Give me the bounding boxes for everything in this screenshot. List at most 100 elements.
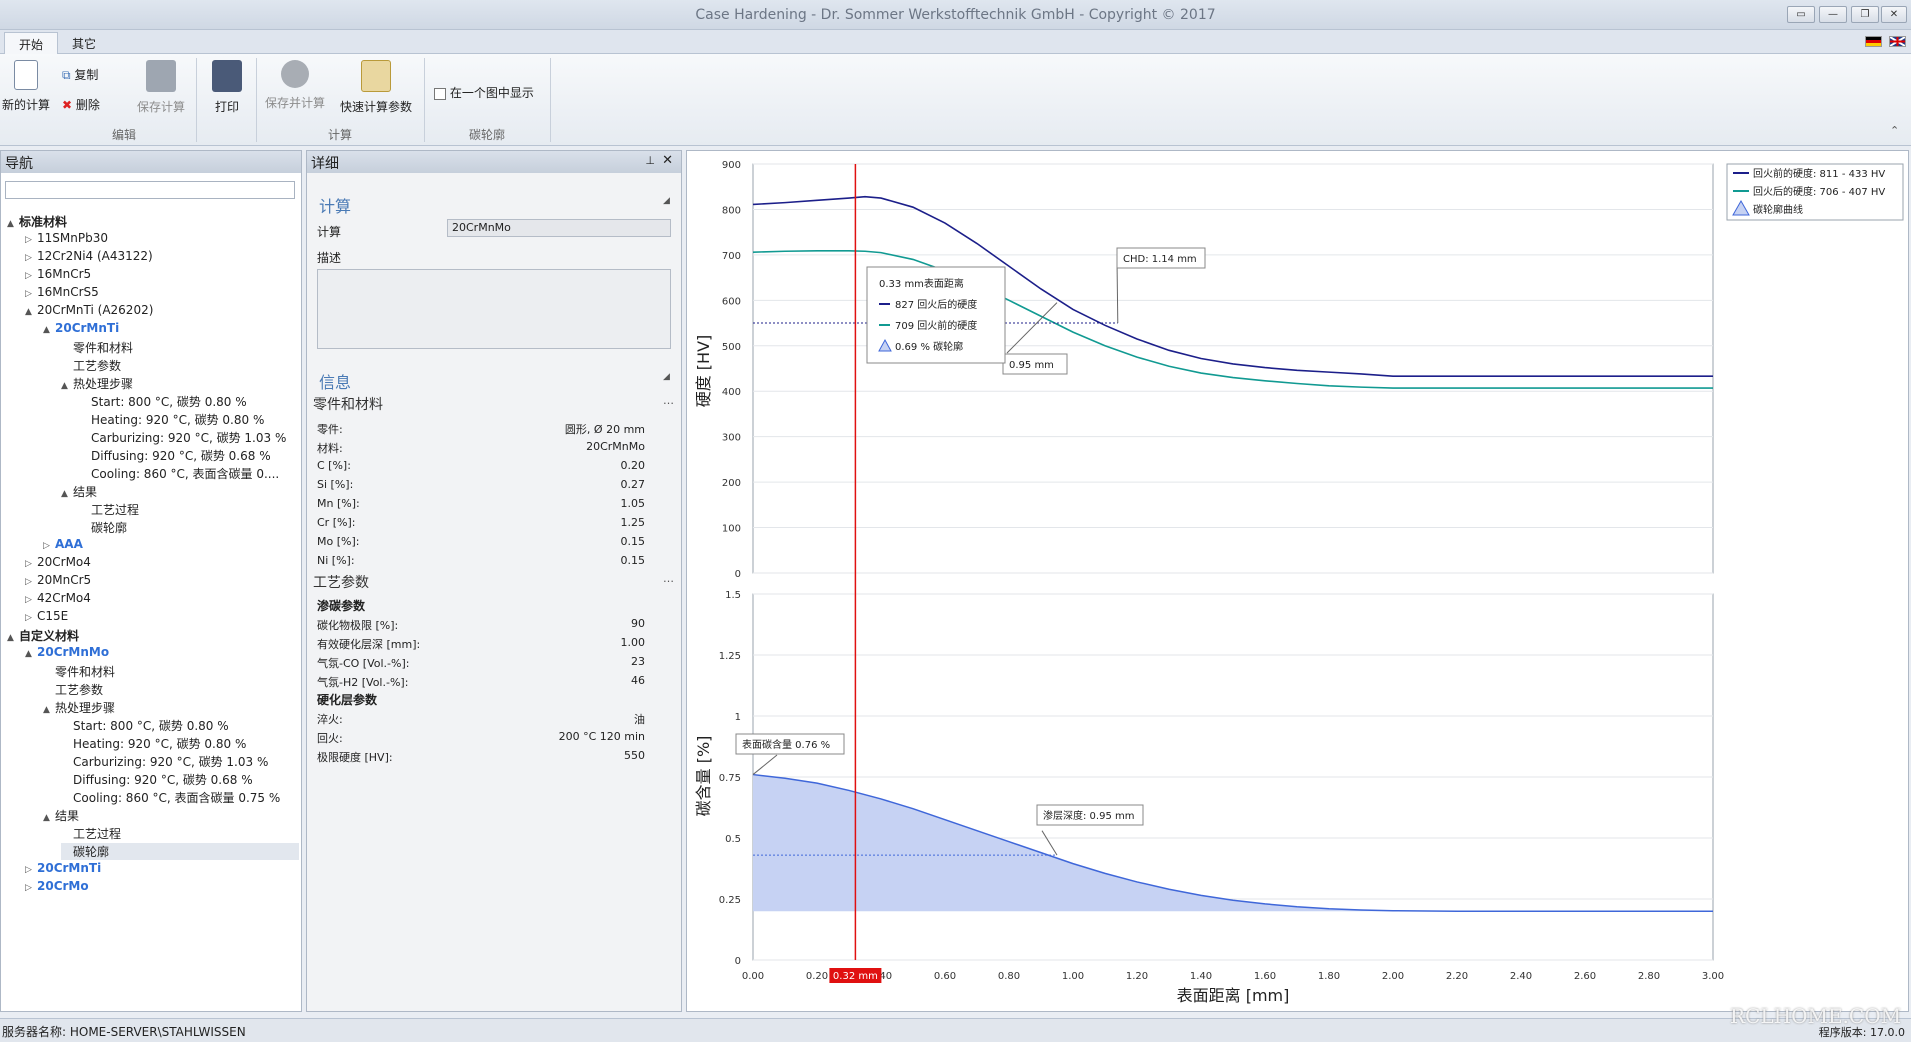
nav-tree-item[interactable]: Carburizing: 920 °C, 碳势 1.03 % [79, 429, 286, 446]
collapse-arrow-icon[interactable]: ◢ [663, 196, 670, 206]
expand-toggle-icon[interactable]: ▷ [25, 865, 32, 875]
nav-tree-item[interactable]: 碳轮廓 [79, 519, 127, 536]
x-tick-label: 0.80 [998, 971, 1020, 982]
more-icon[interactable]: … [663, 394, 674, 407]
expand-toggle-icon[interactable]: ▲ [25, 649, 32, 659]
expand-toggle-icon[interactable]: ▲ [7, 219, 14, 229]
expand-toggle-icon[interactable]: ▷ [25, 613, 32, 623]
save-calc-button[interactable]: 保存计算 [132, 60, 190, 115]
uk-flag-icon[interactable] [1889, 36, 1906, 47]
nav-tree-item[interactable]: ▷ C15E [25, 609, 68, 623]
nav-tree-item-label: 20CrMnMo [37, 645, 110, 659]
nav-tree-item[interactable]: Diffusing: 920 °C, 碳势 0.68 % [79, 447, 271, 464]
expand-toggle-icon[interactable]: ▲ [25, 307, 32, 317]
nav-tree-item[interactable]: 零件和材料 [61, 339, 133, 356]
expand-toggle-icon[interactable]: ▲ [61, 489, 68, 499]
expand-toggle-icon[interactable]: ▷ [25, 577, 32, 587]
delete-button[interactable]: ✖ 删除 [62, 96, 122, 113]
nav-tree-item[interactable]: ▷ 20CrMo4 [25, 555, 91, 569]
detail-label: 零件: [317, 423, 343, 436]
nav-tree-item[interactable]: 工艺参数 [61, 357, 121, 374]
nav-tree-item[interactable]: Cooling: 860 °C, 表面含碳量 0.75 % [61, 789, 280, 806]
nav-tree-item[interactable]: ▲ 20CrMnTi [43, 321, 119, 335]
nav-tree-item[interactable]: 碳轮廓 [61, 843, 299, 860]
save-and-calc-button[interactable]: 保存并计算 [262, 60, 328, 111]
expand-toggle-icon[interactable]: ▷ [25, 559, 32, 569]
nav-tree-item[interactable]: 零件和材料 [43, 663, 115, 680]
expand-toggle-icon[interactable]: ▷ [43, 541, 50, 551]
tab-start[interactable]: 开始 [4, 32, 59, 54]
x-tick-label: 0.20 [806, 971, 828, 982]
nav-tree-item[interactable]: ▷ 20CrMnTi [25, 861, 101, 875]
copy-button[interactable]: ⧉ 复制 [62, 66, 122, 83]
hardness-after-line [752, 249, 1713, 389]
nav-tree-item[interactable]: ▷ 42CrMo4 [25, 591, 91, 605]
collapse-arrow-icon[interactable]: ◢ [663, 372, 670, 382]
nav-tree-item-label: Start: 800 °C, 碳势 0.80 % [91, 395, 247, 409]
nav-tree-item[interactable]: 工艺参数 [43, 681, 103, 698]
tab-other[interactable]: 其它 [72, 37, 97, 51]
nav-tree-item[interactable]: ▲ 结果 [61, 483, 97, 500]
expand-toggle-icon[interactable]: ▲ [43, 325, 50, 335]
nav-tree-item[interactable]: ▷ 11SMnPb30 [25, 231, 108, 245]
nav-tree-item[interactable]: Heating: 920 °C, 碳势 0.80 % [61, 735, 246, 752]
restore-icon[interactable]: ▭ [1787, 6, 1815, 23]
process-params-title: 工艺参数 [313, 575, 369, 591]
new-calc-button[interactable]: 新的计算 [0, 60, 52, 113]
nav-tree-item[interactable]: ▲ 20CrMnTi (A26202) [25, 303, 153, 317]
minimize-button[interactable]: — [1819, 6, 1847, 23]
more-icon[interactable]: … [663, 572, 674, 585]
nav-search-input[interactable] [5, 181, 295, 199]
detail-label: Cr [%]: [317, 516, 356, 529]
nav-tree-item[interactable]: ▲ 20CrMnMo [25, 645, 109, 659]
nav-tree-item-label: Carburizing: 920 °C, 碳势 1.03 % [91, 431, 287, 445]
nav-tree-item[interactable]: Cooling: 860 °C, 表面含碳量 0.... [79, 465, 279, 482]
description-field[interactable] [317, 269, 671, 349]
expand-toggle-icon[interactable]: ▲ [43, 813, 50, 823]
nav-tree-item[interactable]: Diffusing: 920 °C, 碳势 0.68 % [61, 771, 253, 788]
close-button[interactable]: ✕ [1881, 6, 1907, 23]
nav-tree-item[interactable]: ▲ 结果 [43, 807, 79, 824]
nav-tree-item[interactable]: ▷ AAA [43, 537, 83, 551]
expand-toggle-icon[interactable]: ▲ [43, 705, 50, 715]
nav-tree-item[interactable]: ▷ 12Cr2Ni4 (A43122) [25, 249, 153, 263]
collapse-ribbon-icon[interactable]: ⌃ [1890, 124, 1900, 137]
nav-tree-item-label: 碳轮廓 [73, 845, 110, 859]
expand-toggle-icon[interactable]: ▷ [25, 253, 32, 263]
quick-params-button[interactable]: 快速计算参数 [336, 60, 416, 115]
nav-tree-item[interactable]: ▲ 标准材料 [7, 213, 67, 230]
expand-toggle-icon[interactable]: ▷ [25, 271, 32, 281]
calc-name-field[interactable]: 20CrMnMo [447, 219, 671, 237]
nav-tree-item[interactable]: Start: 800 °C, 碳势 0.80 % [61, 717, 229, 734]
hard-params-title: 硬化层参数 [317, 693, 378, 707]
x-tick-label: 1.20 [1126, 971, 1148, 982]
hardness-carbon-chart[interactable]: 0 100 200 300 400 500 600 700 800 900 0 0.25 0.5 0.75… [687, 151, 1908, 1011]
nav-tree-item[interactable]: ▲ 自定义材料 [7, 627, 79, 644]
nav-tree-item[interactable]: Start: 800 °C, 碳势 0.80 % [79, 393, 247, 410]
ribbon-tabs: 开始 其它 [0, 30, 1911, 54]
nav-tree-item[interactable]: ▷ 20CrMo [25, 879, 89, 893]
nav-tree-item[interactable]: Heating: 920 °C, 碳势 0.80 % [79, 411, 264, 428]
nav-tree-item[interactable]: ▷ 16MnCrS5 [25, 285, 99, 299]
expand-toggle-icon[interactable]: ▲ [7, 633, 14, 643]
y-tick-label: 1.5 [725, 590, 741, 601]
expand-toggle-icon[interactable]: ▷ [25, 235, 32, 245]
nav-tree-item[interactable]: ▲ 热处理步骤 [43, 699, 115, 716]
nav-tree-item[interactable]: Carburizing: 920 °C, 碳势 1.03 % [61, 753, 268, 770]
german-flag-icon[interactable] [1865, 36, 1882, 47]
nav-tree-item[interactable]: ▷ 20MnCr5 [25, 573, 91, 587]
print-button[interactable]: 打印 [202, 60, 252, 115]
nav-tree-item[interactable]: ▷ 16MnCr5 [25, 267, 91, 281]
expand-toggle-icon[interactable]: ▷ [25, 595, 32, 605]
nav-tree-item[interactable]: 工艺过程 [79, 501, 139, 518]
tooltip-line: 827 回火后的硬度 [895, 298, 977, 311]
maximize-button[interactable]: ❐ [1851, 6, 1879, 23]
nav-tree-item[interactable]: ▲ 热处理步骤 [61, 375, 133, 392]
pin-icon[interactable]: ⊥ [645, 154, 655, 167]
expand-toggle-icon[interactable]: ▲ [61, 381, 68, 391]
nav-tree-item[interactable]: 工艺过程 [61, 825, 121, 842]
show-in-one-checkbox[interactable]: 在一个图中显示 [434, 84, 544, 101]
expand-toggle-icon[interactable]: ▷ [25, 289, 32, 299]
close-icon[interactable]: ✕ [662, 153, 673, 168]
expand-toggle-icon[interactable]: ▷ [25, 883, 32, 893]
